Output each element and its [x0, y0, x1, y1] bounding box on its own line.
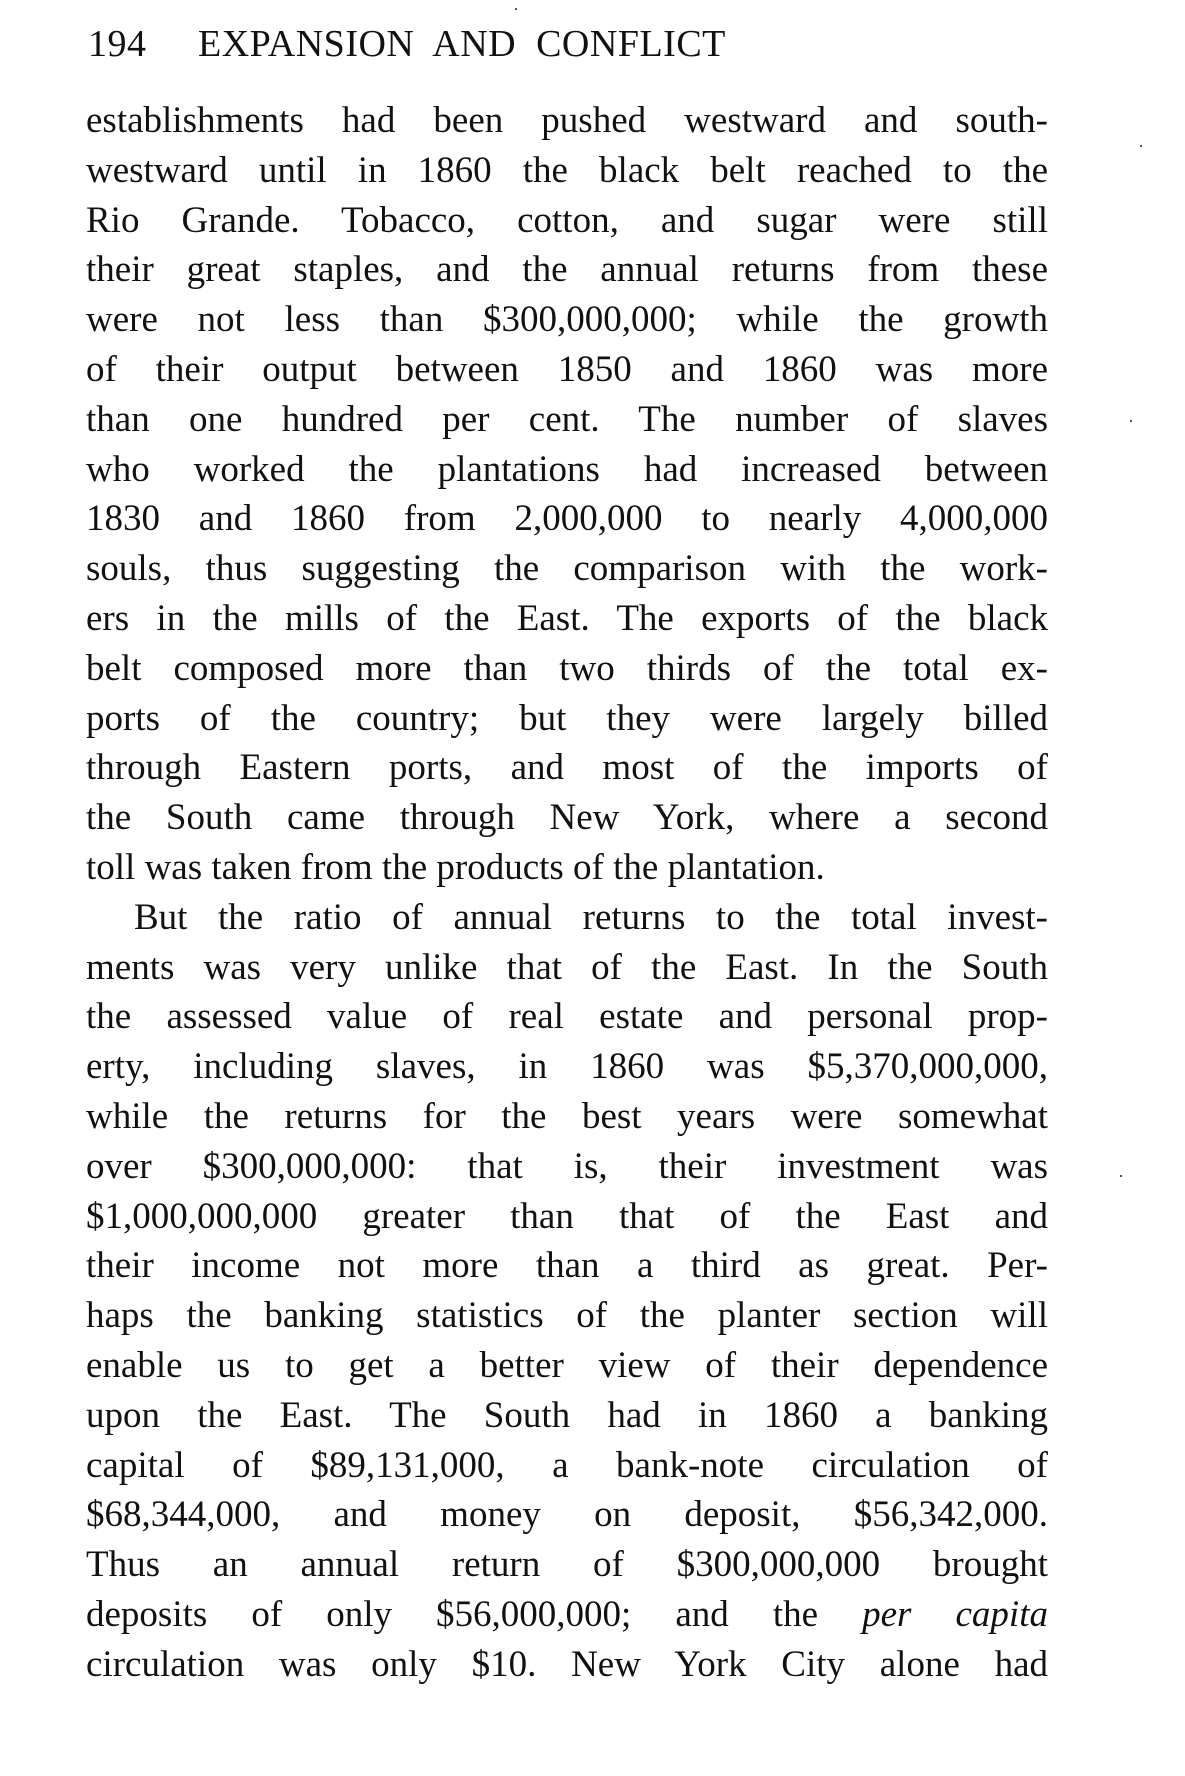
- text-line: $68,344,000, and money on deposit, $56,3…: [86, 1494, 1048, 1536]
- text-line: the South came through New York, where a…: [86, 797, 1048, 839]
- text-line: the assessed value of real estate and pe…: [86, 996, 1048, 1038]
- italic-phrase: per capita: [862, 1593, 1048, 1635]
- text-line: who worked the plantations had increased…: [86, 448, 1048, 490]
- text-line: while the returns for the best years wer…: [86, 1095, 1048, 1137]
- text-line: ports of the country; but they were larg…: [86, 697, 1048, 739]
- scan-speck: [1120, 1175, 1122, 1177]
- text-line: their income not more than a third as gr…: [86, 1245, 1048, 1287]
- text-line: of their output between 1850 and 1860 wa…: [86, 348, 1048, 390]
- text-line: were not less than $300,000,000; while t…: [86, 299, 1048, 341]
- scan-speck: [1130, 420, 1132, 422]
- text-line: But the ratio of annual returns to the t…: [134, 896, 1048, 938]
- scan-speck: [1140, 145, 1142, 147]
- text-line: upon the East. The South had in 1860 a b…: [86, 1394, 1048, 1436]
- running-header: 194 EXPANSION AND CONFLICT: [88, 22, 908, 78]
- text-line: through Eastern ports, and most of the i…: [86, 747, 1048, 789]
- text-line: ers in the mills of the East. The export…: [86, 597, 1048, 639]
- page-body: establishments had been pushed westward …: [86, 96, 1048, 1690]
- text-line: belt composed more than two thirds of th…: [86, 647, 1048, 689]
- scan-speck: [515, 8, 517, 10]
- text-line: $1,000,000,000 greater than that of the …: [86, 1195, 1048, 1237]
- text-line: haps the banking statistics of the plant…: [86, 1295, 1048, 1337]
- text-line: their great staples, and the annual retu…: [86, 249, 1048, 291]
- text-line: capital of $89,131,000, a bank-note circ…: [86, 1444, 1048, 1486]
- text-line: 1830 and 1860 from 2,000,000 to nearly 4…: [86, 498, 1048, 540]
- page-number: 194: [88, 23, 147, 65]
- text-line: deposits of only $56,000,000; and the pe…: [86, 1590, 1048, 1640]
- text-line: Rio Grande. Tobacco, cotton, and sugar w…: [86, 199, 1048, 241]
- text-line: erty, including slaves, in 1860 was $5,3…: [86, 1046, 1048, 1088]
- text-line: westward until in 1860 the black belt re…: [86, 149, 1048, 191]
- text-line: enable us to get a better view of their …: [86, 1344, 1048, 1386]
- text-line: circulation was only $10. New York City …: [86, 1643, 1048, 1685]
- text-line: souls, thus suggesting the comparison wi…: [86, 548, 1048, 590]
- text-line: establishments had been pushed westward …: [86, 100, 1048, 141]
- text-span: deposits of only $56,000,000; and the: [86, 1593, 863, 1635]
- text-line: than one hundred per cent. The number of…: [86, 398, 1048, 440]
- text-line: ments was very unlike that of the East. …: [86, 946, 1048, 988]
- text-line: toll was taken from the products of the …: [86, 846, 825, 888]
- running-title: EXPANSION AND CONFLICT: [198, 23, 726, 65]
- text-line: Thus an annual return of $300,000,000 br…: [86, 1544, 1048, 1586]
- text-line: over $300,000,000: that is, their invest…: [86, 1145, 1048, 1187]
